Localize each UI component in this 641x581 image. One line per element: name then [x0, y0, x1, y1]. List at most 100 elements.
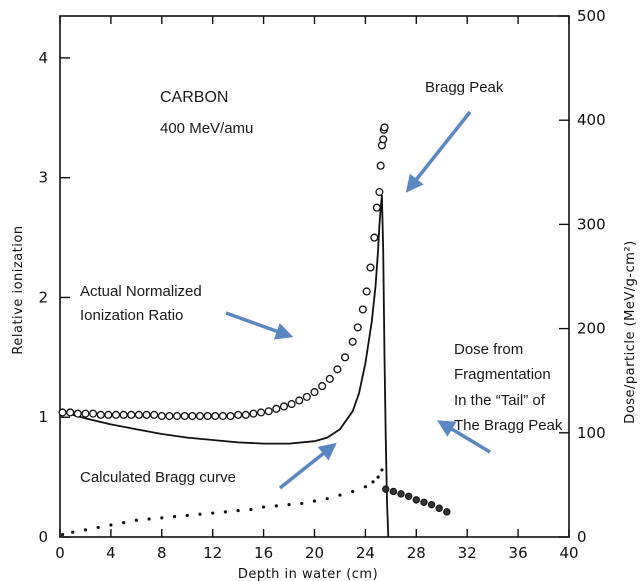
- ionization-point: [142, 410, 151, 419]
- ionization-point: [241, 410, 250, 419]
- y-tick-label: 4: [38, 49, 48, 67]
- fragmentation-point: [325, 497, 329, 501]
- ionization-point: [362, 287, 371, 296]
- ionization-point: [375, 188, 384, 197]
- fragmentation-point: [351, 489, 355, 494]
- ionization-ratio-series: [58, 123, 389, 421]
- fragmentation-point: [262, 505, 266, 509]
- annotation-bragg-peak: Bragg Peak: [425, 79, 504, 96]
- annotation-frag-line4: The Bragg Peak: [454, 417, 563, 434]
- fragmentation-point: [312, 499, 317, 503]
- fragmentation-point: [211, 511, 215, 515]
- ionization-point: [180, 411, 189, 421]
- arrow-calculated-curve: [278, 442, 337, 490]
- ionization-point: [287, 400, 296, 409]
- calculated-bragg-curve: [59, 194, 390, 538]
- y-tick-label: 1: [38, 408, 48, 426]
- arrow-fragmentation: [436, 420, 491, 454]
- ionization-point: [310, 388, 319, 397]
- y-tick-label: 2: [38, 288, 48, 306]
- annotation-calculated: Calculated Bragg curve: [80, 469, 236, 486]
- ionization-point: [157, 411, 166, 421]
- x-tick-label: 36: [509, 544, 528, 562]
- annotation-actual-line2: Ionization Ratio: [80, 307, 183, 324]
- ionization-point: [353, 323, 362, 332]
- fragmentation-point: [300, 501, 304, 506]
- y2-axis-label: Dose/particle (MeV/g-cm²): [623, 240, 638, 423]
- fragmentation-tail-point: [420, 498, 428, 506]
- ionization-point: [226, 411, 235, 421]
- ionization-point: [379, 135, 388, 144]
- ionization-point: [150, 410, 159, 419]
- chart-subtitle: 400 MeV/amu: [160, 120, 253, 137]
- fragmentation-point: [160, 516, 164, 520]
- ionization-point: [81, 409, 90, 418]
- fragmentation-point: [249, 507, 253, 512]
- ionization-point: [119, 410, 128, 419]
- calculated-bragg-line: [59, 194, 390, 538]
- ionization-point: [257, 408, 266, 417]
- fragmentation-point: [83, 528, 88, 532]
- ionization-point: [127, 410, 136, 419]
- fragmentation-point: [71, 530, 75, 534]
- annotation-frag-line3: In the “Tail” of: [454, 392, 546, 409]
- annotation-frag-line2: Fragmentation: [454, 366, 551, 383]
- x-tick-label: 28: [407, 544, 426, 562]
- fragmentation-point: [96, 525, 100, 530]
- fragmentation-point: [147, 517, 151, 521]
- y2-tick-label: 300: [577, 215, 606, 233]
- ionization-point: [372, 203, 381, 212]
- fragmentation-tail-point: [404, 492, 413, 500]
- x-tick-label: 20: [305, 544, 324, 562]
- arrow-bragg-peak: [405, 110, 472, 193]
- ionization-point: [249, 409, 258, 418]
- fragmentation-tail-point: [443, 508, 451, 516]
- x-axis-label: Depth in water (cm): [238, 567, 378, 581]
- y2-tick-label: 100: [577, 424, 606, 442]
- ionization-point: [165, 411, 174, 421]
- x-tick-label: 16: [254, 544, 273, 562]
- y-axis-label: Relative ionization: [11, 225, 26, 354]
- ionization-point: [358, 305, 367, 314]
- ionization-point: [264, 407, 273, 416]
- ionization-point: [279, 402, 289, 411]
- fragmentation-point: [223, 510, 228, 514]
- x-tick-label: 0: [55, 544, 65, 562]
- ionization-point: [173, 411, 182, 421]
- annotation-arrows: [225, 110, 491, 490]
- ionization-point: [318, 382, 327, 391]
- x-tick-label: 4: [106, 544, 116, 562]
- fragmentation-tail-point: [427, 500, 436, 509]
- fragmentation-point: [60, 533, 65, 537]
- fragmentation-point: [287, 503, 291, 507]
- ionization-point: [104, 410, 113, 419]
- fragmentation-point: [198, 512, 202, 516]
- ionization-point: [348, 337, 357, 346]
- ionization-point: [66, 408, 75, 417]
- ionization-point: [111, 410, 121, 419]
- ionization-point: [58, 408, 67, 417]
- x-tick-label: 12: [203, 544, 222, 562]
- y2-tick-label: 200: [577, 320, 606, 338]
- ionization-point: [295, 396, 304, 405]
- fragmentation-point: [363, 485, 367, 489]
- ionization-point: [370, 233, 379, 242]
- x-tick-label: 24: [356, 544, 375, 562]
- y-tick-label: 3: [38, 169, 48, 187]
- y-tick-label: 0: [38, 528, 48, 546]
- fragmentation-tail-point: [435, 504, 443, 512]
- ionization-point: [96, 410, 105, 419]
- fragmentation-tail-point: [412, 496, 420, 504]
- annotation-frag-line1: Dose from: [454, 341, 523, 358]
- fragmentation-point: [376, 475, 380, 479]
- ionization-point: [211, 411, 220, 421]
- ionization-point: [89, 409, 98, 418]
- fragmentation-tail-point: [397, 490, 405, 498]
- ionization-point: [340, 353, 350, 362]
- ionization-point: [73, 409, 82, 418]
- ionization-point: [302, 392, 311, 401]
- arrow-actual-ratio: [225, 311, 294, 340]
- y2-tick-label: 0: [577, 528, 587, 546]
